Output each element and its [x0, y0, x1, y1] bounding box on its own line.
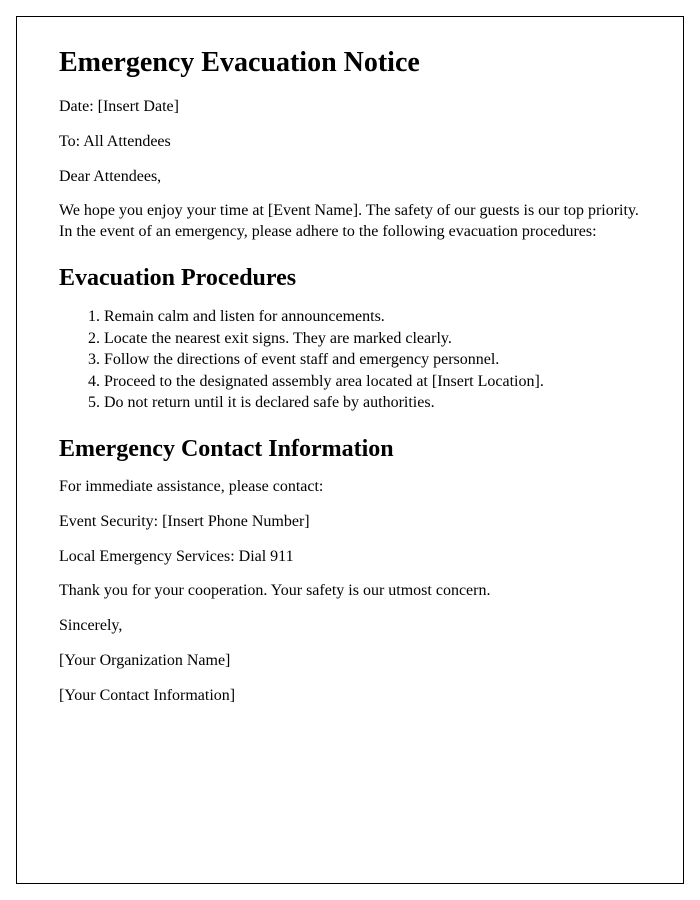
page-title: Emergency Evacuation Notice — [59, 47, 641, 79]
org-name: [Your Organization Name] — [59, 651, 641, 672]
list-item: Follow the directions of event staff and… — [104, 349, 641, 371]
salutation: Dear Attendees, — [59, 167, 641, 188]
emergency-services: Local Emergency Services: Dial 911 — [59, 547, 641, 568]
document-page: Emergency Evacuation Notice Date: [Inser… — [16, 16, 684, 884]
list-item: Locate the nearest exit signs. They are … — [104, 328, 641, 350]
thanks-text: Thank you for your cooperation. Your saf… — [59, 581, 641, 602]
to-line: To: All Attendees — [59, 132, 641, 153]
list-item: Do not return until it is declared safe … — [104, 392, 641, 414]
event-security: Event Security: [Insert Phone Number] — [59, 512, 641, 533]
procedures-list: Remain calm and listen for announcements… — [59, 306, 641, 414]
list-item: Remain calm and listen for announcements… — [104, 306, 641, 328]
closing: Sincerely, — [59, 616, 641, 637]
date-line: Date: [Insert Date] — [59, 97, 641, 118]
contact-info: [Your Contact Information] — [59, 686, 641, 707]
intro-text: We hope you enjoy your time at [Event Na… — [59, 201, 641, 243]
procedures-heading: Evacuation Procedures — [59, 265, 641, 292]
contact-intro: For immediate assistance, please contact… — [59, 477, 641, 498]
list-item: Proceed to the designated assembly area … — [104, 371, 641, 393]
contact-heading: Emergency Contact Information — [59, 436, 641, 463]
